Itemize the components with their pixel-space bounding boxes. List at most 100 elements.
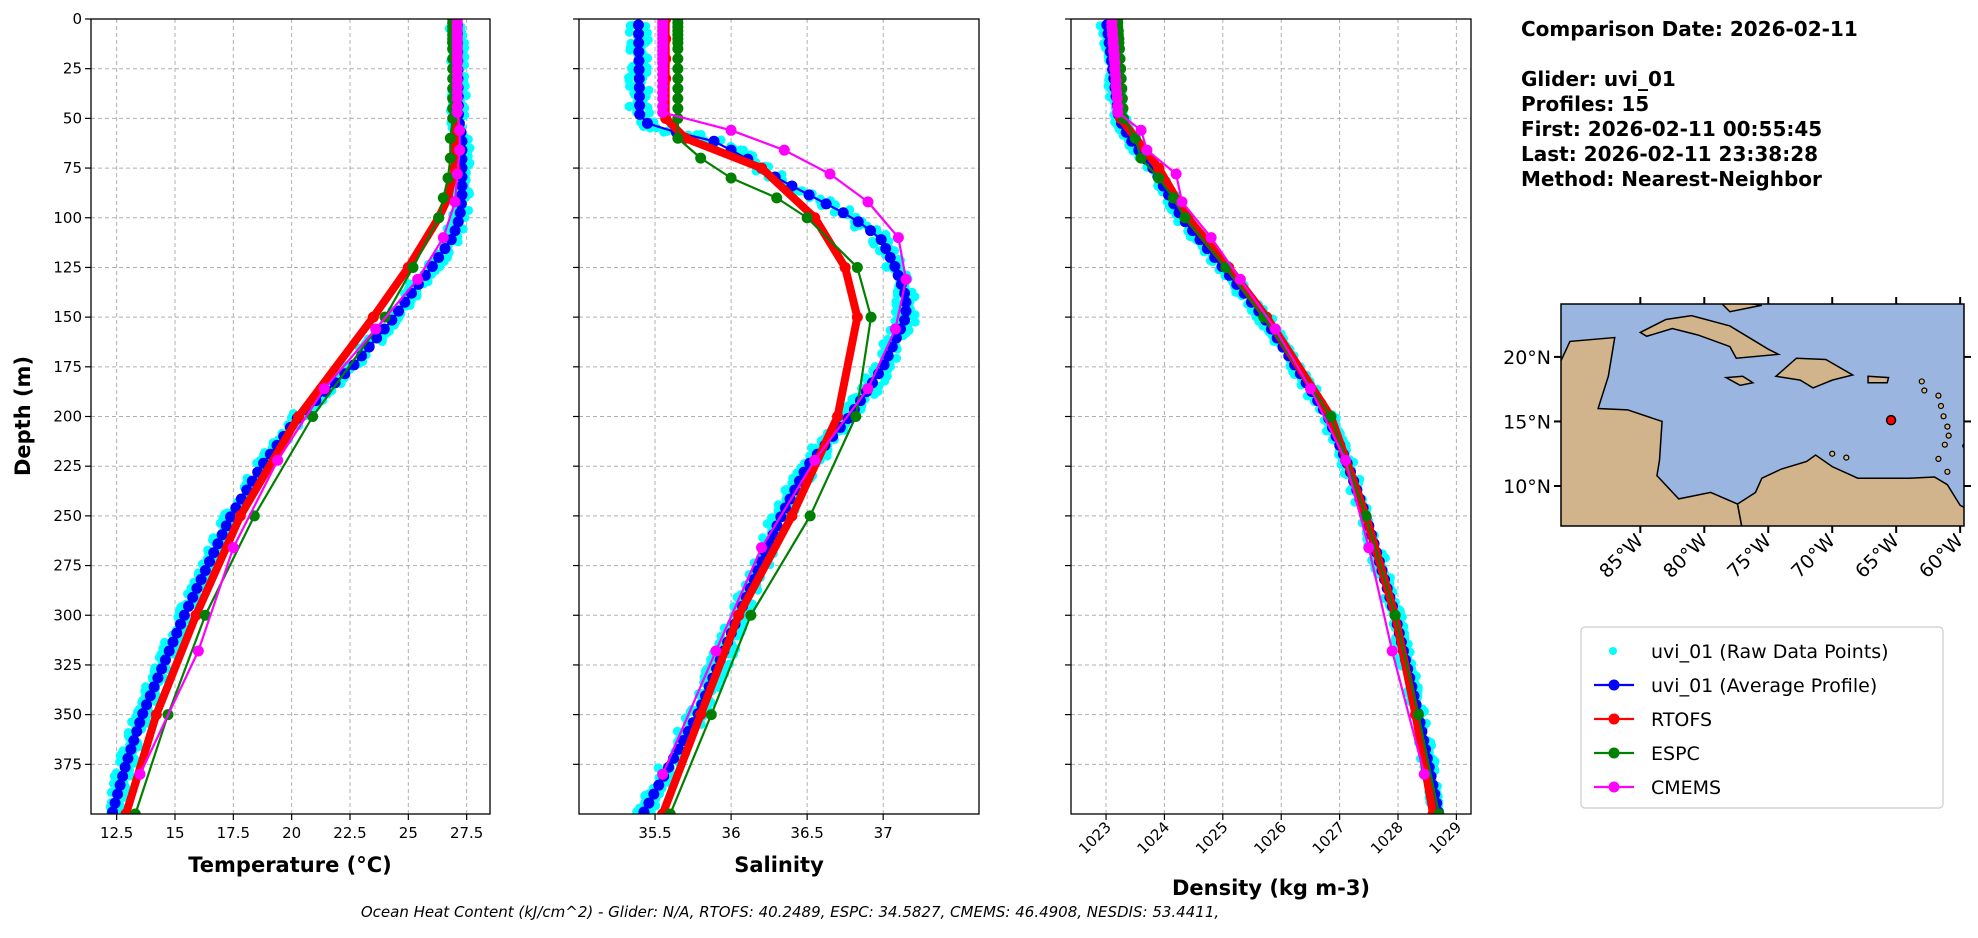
density-panel: 1023 1024 1025 1026 1027 1028 1029 [1065, 18, 1472, 858]
series-marker [439, 243, 451, 255]
raw-data-point [640, 790, 650, 800]
series-marker [892, 232, 904, 244]
info-line: Glider: uvi_01 [1521, 67, 1676, 91]
lon-tick-label: 75°W [1723, 530, 1776, 583]
series-uvi_01-average [1101, 19, 1444, 814]
axes-frame [90, 18, 491, 815]
x-tick-label: 1023 [1075, 818, 1115, 858]
series-marker [633, 82, 645, 94]
series-marker [120, 808, 132, 814]
series-marker [852, 216, 864, 228]
series-marker [1325, 411, 1337, 422]
raw-data-point [880, 376, 890, 386]
series-marker [451, 106, 463, 118]
x-tick-label: 12.5 [100, 824, 133, 842]
series-marker [449, 225, 461, 237]
series-marker [370, 323, 382, 335]
series-marker [167, 636, 179, 648]
series-marker [653, 779, 665, 791]
hispaniola [1774, 357, 1855, 389]
series-marker [804, 510, 816, 522]
series-marker [163, 645, 175, 657]
series-marker [832, 411, 844, 422]
y-tick-label: 75 [63, 159, 82, 177]
jamaica [1723, 375, 1755, 387]
legend-item: uvi_01 (Average Profile) [1594, 675, 1877, 697]
y-tick-label: 375 [53, 755, 82, 773]
series-marker [633, 37, 645, 49]
raw-data-point [626, 81, 636, 91]
legend: uvi_01 (Raw Data Points) uvi_01 (Average … [1580, 626, 1944, 809]
y-tick-label: 25 [63, 60, 82, 78]
series-marker [112, 788, 124, 800]
island [1843, 454, 1850, 461]
series-marker [1153, 162, 1165, 174]
series-marker [648, 788, 660, 800]
series-marker [159, 654, 171, 666]
series-marker [134, 717, 146, 729]
island [1918, 378, 1925, 385]
island [1829, 450, 1836, 457]
legend-item: CMEMS [1594, 777, 1721, 799]
series-marker [1153, 172, 1165, 184]
legend-label: uvi_01 (Average Profile) [1651, 675, 1877, 697]
series-marker [705, 709, 717, 721]
island [1944, 423, 1951, 430]
series-marker [672, 102, 684, 114]
series-marker [405, 287, 417, 299]
legend-dot-icon [1609, 647, 1617, 655]
x-tick-label: 25 [399, 824, 418, 842]
legend-label: CMEMS [1651, 777, 1721, 799]
series-marker [889, 323, 901, 335]
series-marker [1258, 311, 1270, 323]
series-marker [183, 600, 195, 612]
legend-marker-icon [1608, 679, 1620, 691]
series-marker [633, 28, 645, 40]
south-america [1736, 454, 1964, 526]
series-marker [367, 311, 379, 323]
series-marker [137, 708, 149, 720]
series-marker [131, 726, 143, 738]
series-marker [820, 198, 832, 210]
series-marker [152, 672, 164, 684]
series-marker [191, 582, 203, 594]
series-marker [875, 234, 887, 246]
series-marker [114, 779, 126, 791]
raw-data-point [625, 45, 635, 55]
series-marker [150, 709, 162, 721]
series-cmems [657, 19, 912, 780]
lat-tick-label: 10°N [1503, 476, 1551, 498]
series-marker [1234, 273, 1246, 285]
series-marker [129, 808, 141, 814]
legend-marker-icon [1608, 781, 1620, 793]
land [1561, 304, 1964, 526]
series-marker [1269, 323, 1281, 335]
series-marker [889, 260, 901, 272]
y-tick-label: 175 [53, 358, 82, 376]
series-marker [456, 189, 468, 201]
series-marker [839, 261, 851, 273]
series-marker [824, 168, 836, 180]
x-tick-label: 1025 [1192, 818, 1232, 858]
series-marker [454, 207, 466, 219]
info-line: Method: Nearest-Neighbor [1521, 167, 1822, 191]
x-tick-label: 1027 [1309, 818, 1349, 858]
series-marker [1205, 232, 1217, 244]
series-cmems [1106, 19, 1430, 780]
series-marker [632, 19, 644, 31]
legend-label: ESPC [1651, 743, 1700, 765]
raw-data-point [910, 310, 920, 320]
series-marker [227, 542, 239, 554]
info-line: Profiles: 15 [1521, 92, 1649, 116]
series-marker [1412, 709, 1424, 721]
series-marker [733, 609, 745, 621]
raw-data-points [624, 20, 920, 814]
series-marker [850, 411, 862, 422]
series-marker [412, 273, 424, 285]
series-marker [220, 520, 232, 532]
y-tick-label: 100 [53, 209, 82, 227]
x-tick-label: 36 [722, 824, 741, 842]
raw-data-point [892, 353, 902, 363]
series-marker [633, 64, 645, 76]
series-line [1110, 19, 1426, 775]
